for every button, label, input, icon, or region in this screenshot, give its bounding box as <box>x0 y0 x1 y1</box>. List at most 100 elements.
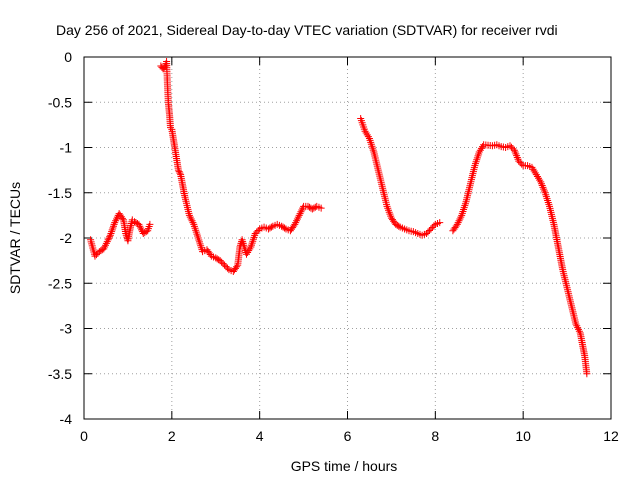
data-point <box>111 219 119 227</box>
data-point <box>513 152 521 160</box>
data-point <box>310 204 318 212</box>
data-point <box>139 229 147 237</box>
data-point <box>510 146 518 154</box>
data-point <box>543 195 551 203</box>
data-point <box>297 208 305 216</box>
data-point <box>100 245 108 253</box>
data-point <box>239 239 247 247</box>
y-tick-label: -2.5 <box>48 275 72 291</box>
data-point <box>107 229 115 237</box>
data-point <box>455 217 463 225</box>
data-point <box>295 211 303 219</box>
data-point <box>476 146 484 154</box>
data-point <box>299 204 307 212</box>
y-tick-label: -0.5 <box>48 94 72 110</box>
data-point <box>423 229 431 237</box>
data-point <box>132 219 140 227</box>
x-tick-label: 12 <box>603 428 619 444</box>
data-point <box>461 200 469 208</box>
data-point <box>516 159 524 167</box>
data-point <box>454 219 462 227</box>
y-tick-label: -3.5 <box>48 366 72 382</box>
data-point <box>251 229 259 237</box>
data-point <box>512 150 520 158</box>
data-point <box>194 232 202 240</box>
data-point <box>109 222 117 230</box>
data-point <box>216 257 224 265</box>
x-tick-label: 6 <box>344 428 352 444</box>
data-point <box>361 127 369 135</box>
x-tick-label: 8 <box>431 428 439 444</box>
data-point <box>393 221 401 229</box>
data-point <box>105 234 113 242</box>
data-point <box>461 202 469 210</box>
data-point <box>540 185 548 193</box>
data-point <box>135 220 143 228</box>
data-point <box>106 233 114 241</box>
data-point <box>362 129 370 137</box>
data-point <box>102 241 110 249</box>
data-point <box>436 219 444 227</box>
data-point <box>539 183 547 191</box>
data-point <box>244 248 252 256</box>
data-point <box>102 239 110 247</box>
y-tick-label: 0 <box>64 49 72 65</box>
data-point <box>106 231 114 239</box>
data-point <box>233 263 241 271</box>
data-point <box>146 220 154 228</box>
y-tick-label: -3 <box>60 321 73 337</box>
data-point <box>574 324 582 332</box>
y-tick-label: -1 <box>60 140 73 156</box>
data-point <box>511 148 519 156</box>
data-point <box>249 237 257 245</box>
data-point <box>240 241 248 249</box>
data-point <box>528 163 536 171</box>
data-point <box>430 222 438 230</box>
data-point <box>479 143 487 151</box>
data-point <box>110 220 118 228</box>
data-point <box>537 178 545 186</box>
data-point <box>530 167 538 175</box>
data-point <box>425 226 433 234</box>
data-point <box>473 156 481 164</box>
data-point <box>197 242 205 250</box>
data-point <box>544 197 552 205</box>
data-point <box>192 228 200 236</box>
data-point <box>308 205 316 213</box>
data-point <box>537 180 545 188</box>
data-point <box>187 215 195 223</box>
data-point <box>532 171 540 179</box>
chart-title: Day 256 of 2021, Sidereal Day-to-day VTE… <box>56 22 558 38</box>
data-point <box>189 219 197 227</box>
data-point <box>242 250 250 258</box>
data-point <box>141 229 149 237</box>
data-point <box>513 153 521 161</box>
data-point <box>264 225 272 233</box>
y-tick-label: -1.5 <box>48 185 72 201</box>
data-point <box>471 160 479 168</box>
data-point <box>475 148 483 156</box>
data-point <box>518 160 526 168</box>
data-point <box>369 144 377 152</box>
data-point <box>364 133 372 141</box>
data-point <box>223 264 231 272</box>
data-point <box>281 224 289 232</box>
data-point <box>112 217 120 225</box>
data-point <box>473 154 481 162</box>
data-point <box>167 124 175 132</box>
data-point <box>533 172 541 180</box>
data-point <box>294 213 302 221</box>
data-point <box>213 255 221 263</box>
data-point <box>219 260 227 268</box>
data-point <box>460 206 468 214</box>
data-point <box>363 131 371 139</box>
data-point <box>212 254 220 262</box>
data-point <box>254 226 262 234</box>
data-point <box>453 220 461 228</box>
data-point <box>194 234 202 242</box>
data-point <box>238 236 246 244</box>
data-point <box>122 229 130 237</box>
data-point <box>369 146 377 154</box>
data-point <box>573 322 581 330</box>
series-segment-4 <box>449 141 591 378</box>
